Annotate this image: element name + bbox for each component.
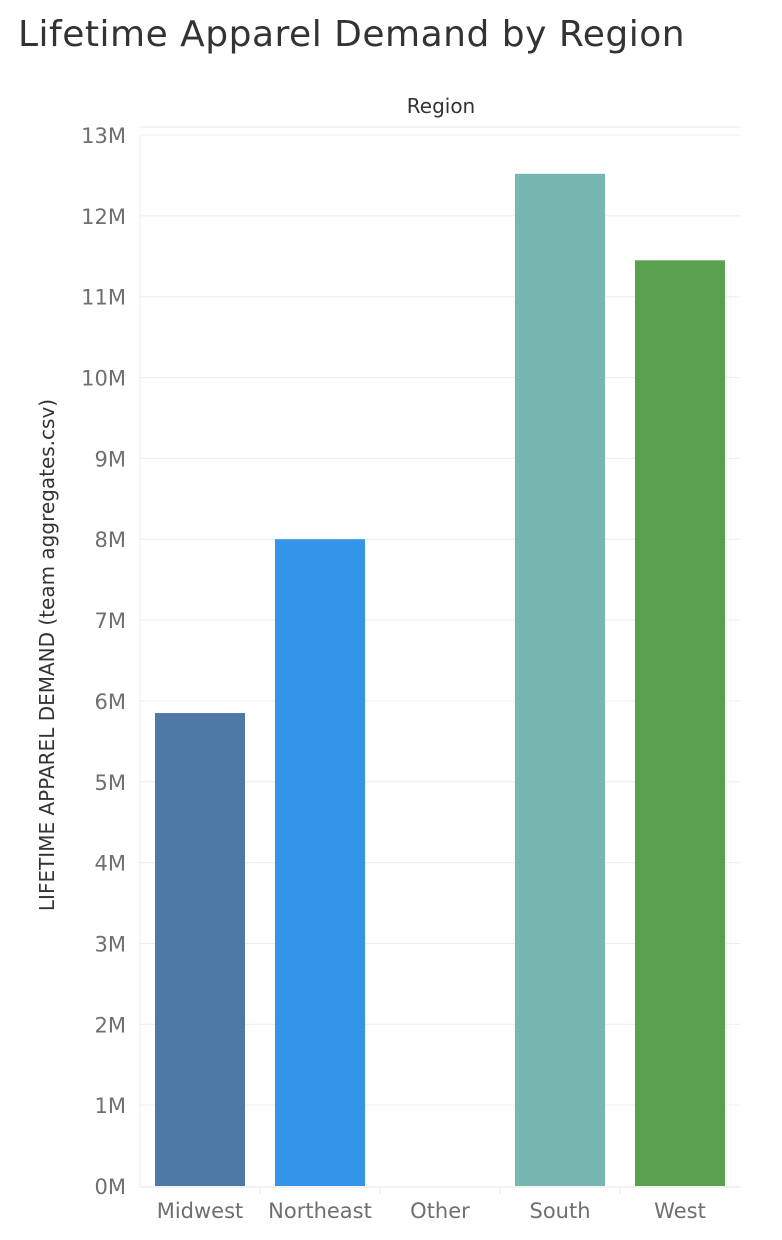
y-tick-label: 12M	[81, 205, 126, 229]
chart-title: Lifetime Apparel Demand by Region	[18, 14, 686, 55]
bar-south[interactable]	[515, 173, 605, 1186]
column-header-title: Region	[407, 94, 475, 118]
y-tick-label: 6M	[95, 690, 126, 714]
y-tick-label: 9M	[95, 447, 126, 471]
y-tick-label: 13M	[81, 124, 126, 148]
x-category-label: South	[529, 1199, 590, 1223]
x-category-label: Other	[410, 1199, 470, 1223]
y-axis-ticks: 0M 1M 2M 3M 4M 5M 6M 7M 8M 9M 10M 11M 12M 13M	[81, 124, 126, 1199]
y-tick-label: 1M	[95, 1094, 126, 1118]
bar-midwest[interactable]	[155, 713, 245, 1186]
bars	[155, 173, 725, 1186]
y-tick-label: 8M	[95, 528, 126, 552]
x-category-label: Midwest	[157, 1199, 244, 1223]
y-tick-label: 5M	[95, 771, 126, 795]
y-tick-label: 10M	[81, 367, 126, 391]
bar-west[interactable]	[635, 260, 725, 1186]
y-axis-title: LIFETIME APPAREL DEMAND (team aggregates…	[35, 399, 59, 911]
y-tick-label: 7M	[95, 609, 126, 633]
x-axis-categories: Midwest Northeast Other South West	[157, 1187, 706, 1223]
y-tick-label: 0M	[95, 1175, 126, 1199]
x-category-label: Northeast	[268, 1199, 372, 1223]
y-tick-label: 4M	[95, 852, 126, 876]
y-tick-label: 11M	[81, 286, 126, 310]
y-tick-label: 2M	[95, 1013, 126, 1037]
y-tick-label: 3M	[95, 932, 126, 956]
bar-northeast[interactable]	[275, 539, 365, 1186]
x-category-label: West	[654, 1199, 706, 1223]
